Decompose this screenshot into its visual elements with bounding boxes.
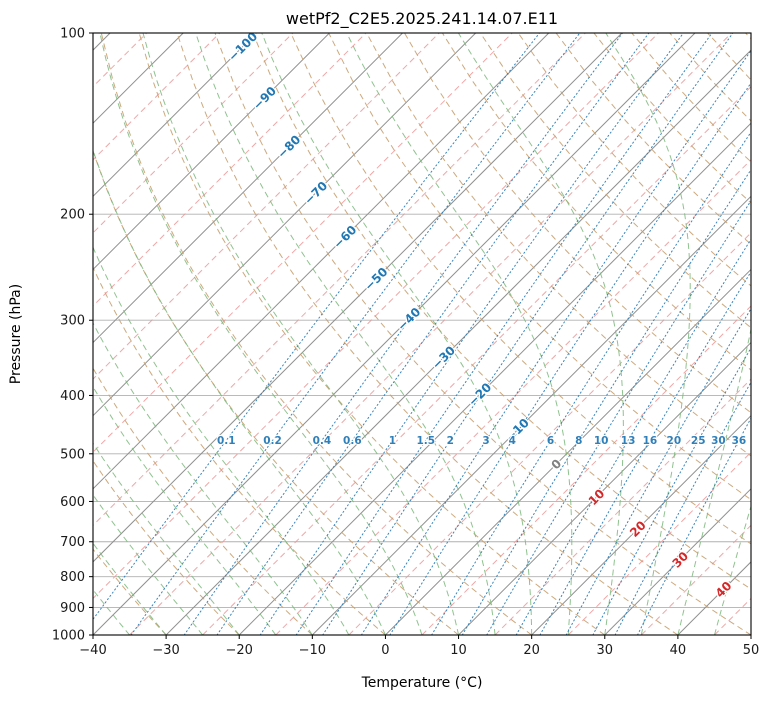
mixing-ratio-label: 13	[621, 435, 636, 447]
y-tick-label: 900	[60, 601, 85, 616]
y-tick-label: 700	[60, 535, 85, 550]
mixing-ratio-label: 0.4	[313, 435, 332, 447]
mixing-ratio-label: 25	[691, 435, 706, 447]
mixing-ratio-label: 20	[667, 435, 682, 447]
x-tick-label: −20	[226, 643, 253, 658]
mixing-ratio-label: 8	[575, 435, 582, 447]
y-tick-label: 200	[60, 208, 85, 223]
x-tick-label: −30	[152, 643, 179, 658]
y-tick-label: 500	[60, 447, 85, 462]
x-tick-label: 20	[523, 643, 540, 658]
x-tick-label: 50	[743, 643, 760, 658]
y-tick-label: 300	[60, 314, 85, 329]
x-tick-label: −40	[79, 643, 106, 658]
y-tick-label: 1000	[52, 629, 85, 644]
y-tick-label: 100	[60, 27, 85, 42]
x-tick-label: −10	[299, 643, 326, 658]
mixing-ratio-label: 0.1	[217, 435, 236, 447]
y-axis-label: Pressure (hPa)	[8, 284, 24, 384]
mixing-ratio-label: 1.5	[416, 435, 435, 447]
mixing-ratio-label: 3	[482, 435, 489, 447]
mixing-ratio-label: 16	[643, 435, 658, 447]
mixing-ratio-label: 0.2	[263, 435, 282, 447]
mixing-ratio-label: 1	[389, 435, 396, 447]
x-tick-label: 40	[670, 643, 687, 658]
chart-title: wetPf2_C2E5.2025.241.14.07.E11	[286, 9, 558, 29]
y-tick-label: 400	[60, 389, 85, 404]
mixing-ratio-label: 4	[509, 435, 516, 447]
mixing-ratio-label: 10	[594, 435, 609, 447]
x-tick-label: 10	[450, 643, 467, 658]
mixing-ratio-label: 30	[711, 435, 726, 447]
y-tick-label: 800	[60, 570, 85, 585]
mixing-ratio-label: 6	[547, 435, 554, 447]
x-tick-label: 0	[381, 643, 389, 658]
mixing-ratio-label: 2	[447, 435, 454, 447]
x-axis-label: Temperature (°C)	[361, 675, 483, 691]
x-tick-label: 30	[597, 643, 614, 658]
mixing-ratio-label: 36	[732, 435, 747, 447]
y-tick-label: 600	[60, 495, 85, 510]
mixing-ratio-label: 0.6	[343, 435, 362, 447]
